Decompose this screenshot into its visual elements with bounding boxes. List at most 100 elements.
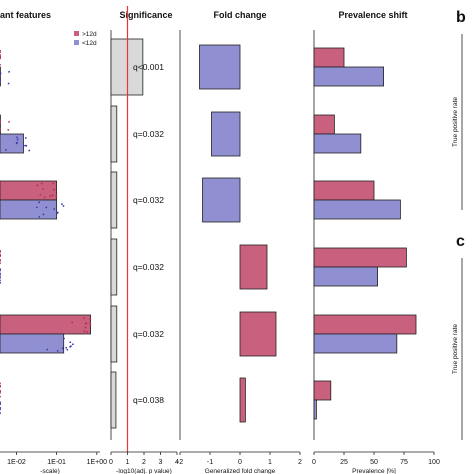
panel-label-b: b xyxy=(456,9,466,26)
prevalence-bar-over xyxy=(313,47,345,68)
feature-point-under xyxy=(61,347,64,350)
feature-point-over xyxy=(0,391,1,394)
feature-point-over xyxy=(71,321,74,324)
feature-point-over xyxy=(84,322,87,325)
prevalence-tick-label: 0 xyxy=(312,459,316,466)
feature-point-over xyxy=(0,49,1,52)
fold-change-tick-label: 0 xyxy=(238,459,242,466)
feature-point-over xyxy=(0,254,1,257)
feature-point-under xyxy=(66,348,69,351)
prevalence-axis-title: Prevalence [%] xyxy=(352,468,396,474)
prevalence-bar-over xyxy=(313,314,417,335)
feature-point-under xyxy=(0,79,1,82)
feature-point-over xyxy=(55,195,58,197)
features-panel: 1E-02 1E-01 1E+00 -scale) xyxy=(0,49,108,474)
feature-point-under xyxy=(65,346,68,349)
legend-label-under: <12d xyxy=(82,40,97,47)
fold-change-header: Fold change xyxy=(213,10,266,20)
feature-point-over xyxy=(0,127,1,130)
feature-point-under xyxy=(69,345,72,348)
feature-bar-under xyxy=(0,333,65,354)
feature-point-under xyxy=(71,343,74,346)
fold-change-panel: -2 -1 0 1 2 Generalized fold change xyxy=(177,30,302,474)
feature-point-under xyxy=(16,141,18,144)
feature-point-under xyxy=(38,201,40,204)
feature-point-under xyxy=(63,337,65,340)
significance-bar xyxy=(110,105,118,163)
feature-point-over xyxy=(40,182,43,185)
fold-change-tick-label: 2 xyxy=(298,459,302,466)
feature-point-under xyxy=(0,412,1,415)
fold-change-bar xyxy=(239,244,268,290)
prevalence-bar-under xyxy=(313,199,401,220)
feature-point-under xyxy=(16,136,18,139)
feature-point-under xyxy=(42,213,45,216)
feature-point-under xyxy=(4,148,7,151)
feature-point-under xyxy=(69,341,72,344)
feature-point-under xyxy=(0,81,1,84)
prevalence-tick-label: 50 xyxy=(370,459,378,466)
prevalence-tick-label: 75 xyxy=(400,459,408,466)
significance-q-label: q=0.032 xyxy=(133,195,164,205)
feature-point-under xyxy=(0,277,1,279)
significance-tick-label: 0 xyxy=(109,459,113,466)
feature-point-under xyxy=(0,279,1,282)
prevalence-panel: 0 25 50 75 100 Prevalence [%] xyxy=(312,30,440,474)
fold-change-tick-label: 1 xyxy=(268,459,272,466)
feature-point-under xyxy=(0,281,1,284)
feature-point-over xyxy=(0,63,1,66)
feature-point-under xyxy=(8,70,10,73)
prevalence-header: Prevalence shift xyxy=(338,10,407,20)
significance-panel: q<0.001 q=0.032 q=0.032 q=0.032 q=0.032 q=0.0… xyxy=(109,6,179,474)
feature-point-over xyxy=(84,326,87,329)
legend-swatch-under xyxy=(74,40,79,45)
feature-point-under xyxy=(0,273,1,276)
feature-point-over xyxy=(83,330,86,333)
feature-point-over xyxy=(51,194,54,197)
feature-point-over xyxy=(53,188,56,191)
feature-point-under xyxy=(0,408,1,411)
significance-q-label: q=0.038 xyxy=(133,395,164,405)
feature-point-over xyxy=(0,55,1,58)
significance-tick-label: 4 xyxy=(175,459,179,466)
feature-point-under xyxy=(0,407,1,410)
significance-tick-label: 1 xyxy=(126,459,130,466)
feature-bar-over xyxy=(0,314,91,335)
fold-change-bar xyxy=(211,111,241,157)
feature-point-under xyxy=(45,206,48,209)
fold-change-bar xyxy=(239,377,246,423)
feature-point-over xyxy=(0,51,1,54)
features-tick-label: 1E+00 xyxy=(87,459,108,466)
prevalence-bar-over xyxy=(313,114,335,135)
feature-point-over xyxy=(8,120,10,123)
fold-change-bar xyxy=(239,311,277,357)
prevalence-bar-over xyxy=(313,180,375,201)
feature-point-over xyxy=(36,184,39,187)
feature-point-over xyxy=(0,385,1,388)
feature-point-over xyxy=(0,250,1,253)
feature-point-under xyxy=(0,275,1,278)
feature-point-over xyxy=(0,258,1,261)
significance-tick-label: 3 xyxy=(159,459,163,466)
feature-point-over xyxy=(0,57,1,60)
feature-point-over xyxy=(0,382,1,385)
significance-tick-label: 2 xyxy=(142,459,146,466)
feature-point-over xyxy=(0,54,1,56)
feature-point-over xyxy=(89,321,92,324)
feature-point-over xyxy=(52,182,55,185)
feature-point-under xyxy=(16,138,19,141)
feature-point-over xyxy=(0,395,1,398)
feature-point-over xyxy=(0,390,1,393)
feature-point-under xyxy=(25,144,27,147)
feature-point-under xyxy=(28,149,31,152)
feature-point-under xyxy=(62,205,65,207)
feature-point-over xyxy=(0,119,1,122)
feature-point-over xyxy=(89,318,92,321)
feature-bar-under xyxy=(0,199,58,220)
prevalence-bar-over xyxy=(313,247,407,268)
significance-q-label: q=0.032 xyxy=(133,129,164,139)
significance-q-label: q=0.032 xyxy=(133,329,164,339)
feature-point-over xyxy=(0,122,1,125)
feature-point-under xyxy=(7,82,10,85)
